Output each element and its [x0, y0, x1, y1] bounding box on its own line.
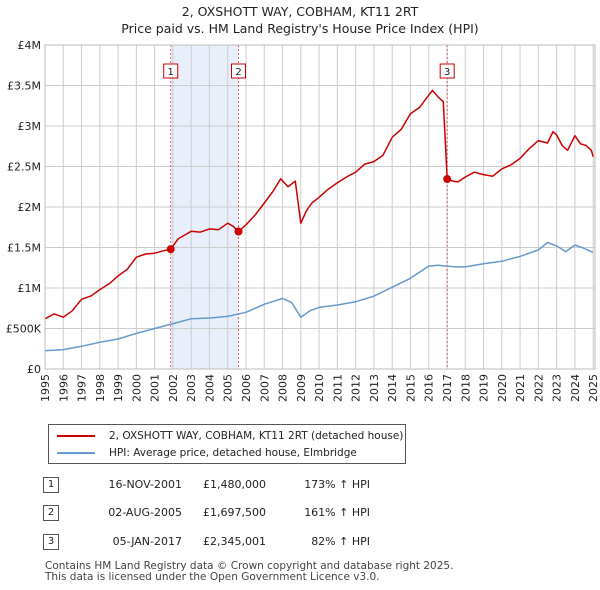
legend-label-property: 2, OXSHOTT WAY, COBHAM, KT11 2RT (detach… [109, 430, 404, 442]
x-tick-label: 2014 [386, 374, 399, 402]
sale-number-box [439, 63, 455, 79]
x-tick-label: 2024 [569, 374, 582, 402]
y-tick-label: £2.5M [7, 161, 41, 174]
sale-number-label: 2 [235, 67, 241, 78]
footer: Contains HM Land Registry data © Crown c… [45, 561, 453, 583]
y-tick-label: £1.5M [7, 242, 41, 255]
x-tick-label: 1997 [76, 374, 89, 402]
series-line-property [44, 89, 594, 320]
sale-hpi-change: 161% ↑ HPI [304, 506, 370, 519]
y-tick-label: £4M [18, 39, 42, 52]
sale-point [166, 245, 175, 254]
x-tick-label: 1998 [94, 374, 107, 402]
x-tick-label: 2021 [514, 374, 527, 402]
y-tick-label: £2M [18, 201, 42, 214]
sale-date: 02-AUG-2005 [108, 506, 182, 519]
series-line-hpi [44, 241, 594, 352]
x-tick-label: 2001 [149, 374, 162, 402]
sale-point [234, 227, 243, 236]
sale-number-badge: 3 [43, 534, 59, 550]
sale-row: 3 05-JAN-2017 £2,345,001 82% ↑ HPI [0, 532, 600, 554]
sale-number-box [163, 63, 179, 79]
x-tick-label: 1996 [57, 374, 70, 402]
sale-price: £2,345,001 [203, 535, 266, 548]
x-tick-label: 2003 [185, 374, 198, 402]
sale-row: 2 02-AUG-2005 £1,697,500 161% ↑ HPI [0, 503, 600, 525]
footer-licence: This data is licensed under the Open Gov… [45, 571, 380, 583]
x-tick-label: 2011 [331, 374, 344, 402]
sale-number-box [231, 63, 247, 79]
x-tick-label: 2005 [222, 374, 235, 402]
x-tick-label: 2007 [258, 374, 271, 402]
x-tick-label: 2019 [478, 374, 491, 402]
legend-label-hpi: HPI: Average price, detached house, Elmb… [109, 447, 357, 459]
x-tick-label: 2018 [459, 374, 472, 402]
x-tick-label: 2015 [404, 374, 417, 402]
x-tick-label: 2000 [130, 374, 143, 402]
x-tick-label: 1999 [112, 374, 125, 402]
x-tick-label: 2010 [313, 374, 326, 402]
legend-swatch-property [57, 435, 95, 437]
title-line-1: 2, OXSHOTT WAY, COBHAM, KT11 2RT [181, 4, 419, 19]
sale-point [443, 175, 452, 184]
x-tick-label: 2022 [532, 374, 545, 402]
x-tick-label: 2009 [295, 374, 308, 402]
sale-hpi-change: 82% ↑ HPI [311, 535, 370, 548]
sale-number-label: 3 [444, 67, 450, 78]
chart-title: 2, OXSHOTT WAY, COBHAM, KT11 2RT Price p… [0, 3, 600, 37]
footer-copyright: Contains HM Land Registry data © Crown c… [45, 560, 454, 572]
y-tick-label: £1M [18, 282, 42, 295]
sale-price: £1,480,000 [203, 478, 266, 491]
x-tick-label: 2008 [277, 374, 290, 402]
x-tick-label: 2016 [423, 374, 436, 402]
y-tick-label: £3.5M [7, 80, 41, 93]
y-tick-label: £3M [18, 120, 42, 133]
sale-price: £1,697,500 [203, 506, 266, 519]
x-tick-label: 2023 [551, 374, 564, 402]
legend-item-hpi: HPI: Average price, detached house, Elmb… [57, 445, 357, 461]
sale-row: 1 16-NOV-2001 £1,480,000 173% ↑ HPI [0, 475, 600, 497]
x-tick-label: 2004 [203, 374, 216, 402]
price-chart: £0 £500K £1M £1.5M £2M £2.5M £3M £3.5M £4M 1995 19… [6, 39, 600, 402]
x-tick-label: 2002 [167, 374, 180, 402]
x-tick-label: 2017 [441, 374, 454, 402]
x-tick-label: 2013 [368, 374, 381, 402]
sale-date: 05-JAN-2017 [112, 535, 182, 548]
sale-hpi-change: 173% ↑ HPI [304, 478, 370, 491]
sale-number-badge: 2 [43, 505, 59, 521]
sale-number-badge: 1 [43, 477, 59, 493]
plot-border [44, 44, 596, 370]
legend-swatch-hpi [57, 452, 95, 454]
y-tick-label: £500K [6, 323, 42, 336]
sale-number-label: 1 [168, 67, 174, 78]
x-tick-label: 2012 [350, 374, 363, 402]
x-tick-label: 2006 [240, 374, 253, 402]
x-tick-label: 1995 [39, 374, 52, 402]
title-line-2: Price paid vs. HM Land Registry's House … [121, 21, 479, 36]
x-tick-label: 2025 [587, 374, 600, 402]
y-tick-label: £0 [27, 363, 41, 376]
x-tick-label: 2020 [496, 374, 509, 402]
legend-item-property: 2, OXSHOTT WAY, COBHAM, KT11 2RT (detach… [57, 428, 403, 444]
sale-date: 16-NOV-2001 [108, 478, 182, 491]
legend: 2, OXSHOTT WAY, COBHAM, KT11 2RT (detach… [48, 424, 406, 464]
